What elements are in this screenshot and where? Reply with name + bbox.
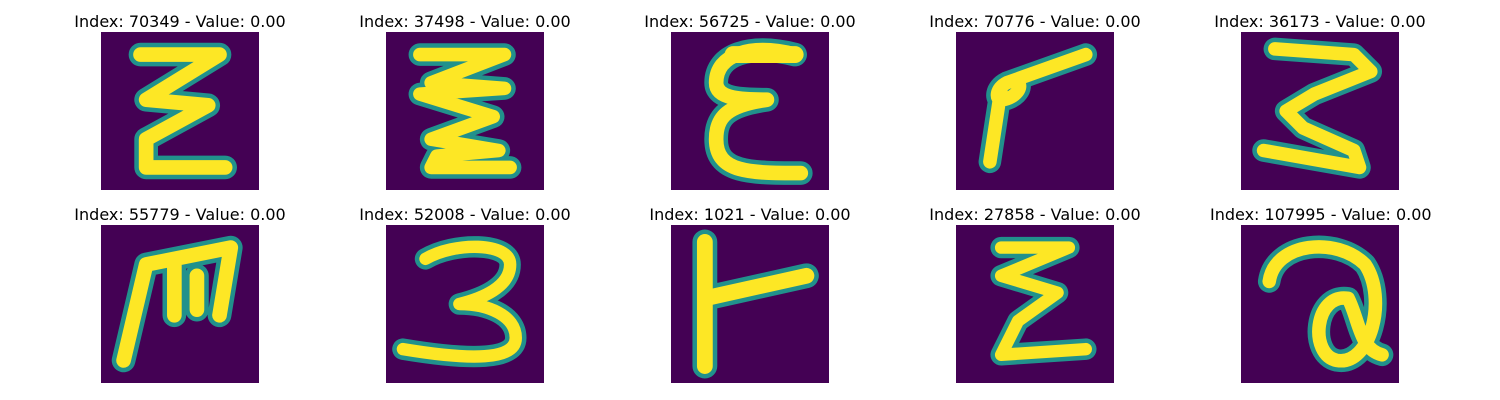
digit-image xyxy=(1241,225,1399,383)
panel-title: Index: 52008 - Value: 0.00 xyxy=(359,205,571,224)
panel-title: Index: 70776 - Value: 0.00 xyxy=(929,12,1141,31)
panel-title: Index: 56725 - Value: 0.00 xyxy=(644,12,856,31)
panel-title: Index: 1021 - Value: 0.00 xyxy=(649,205,851,224)
panel-title: Index: 107995 - Value: 0.00 xyxy=(1210,205,1432,224)
digit-image xyxy=(101,225,259,383)
digit-image xyxy=(671,225,829,383)
panel-title: Index: 70349 - Value: 0.00 xyxy=(74,12,286,31)
panel-title: Index: 37498 - Value: 0.00 xyxy=(359,12,571,31)
digit-image xyxy=(1241,32,1399,190)
digit-image xyxy=(386,225,544,383)
panel-title: Index: 55779 - Value: 0.00 xyxy=(74,205,286,224)
digit-image xyxy=(956,32,1114,190)
digit-image xyxy=(386,32,544,190)
digit-image xyxy=(101,32,259,190)
digit-image xyxy=(956,225,1114,383)
panel-title: Index: 27858 - Value: 0.00 xyxy=(929,205,1141,224)
digit-image xyxy=(671,32,829,190)
panel-title: Index: 36173 - Value: 0.00 xyxy=(1214,12,1426,31)
